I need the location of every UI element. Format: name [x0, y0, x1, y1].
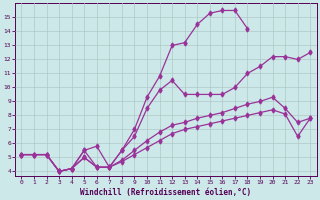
- X-axis label: Windchill (Refroidissement éolien,°C): Windchill (Refroidissement éolien,°C): [80, 188, 252, 197]
